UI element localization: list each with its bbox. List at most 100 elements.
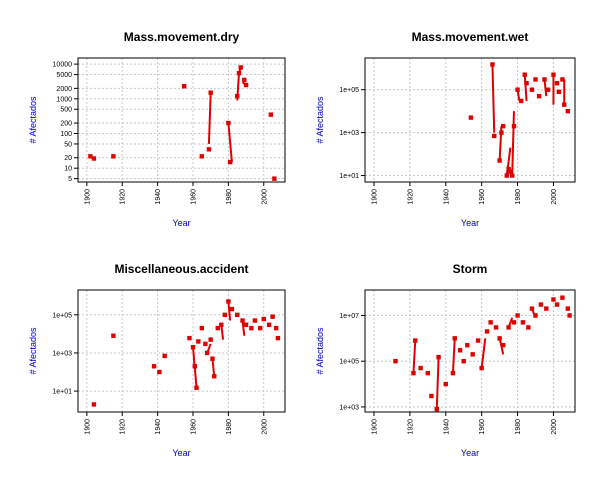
x-tick-label: 2000 <box>261 189 268 205</box>
data-point <box>492 133 497 139</box>
data-point <box>88 154 93 159</box>
y-tick-label: 2000 <box>56 86 72 93</box>
data-point <box>204 350 210 356</box>
data-point <box>111 154 116 159</box>
y-tick-label: 1e+05 <box>339 87 359 94</box>
y-tick-label: 20 <box>64 155 72 162</box>
data-point <box>511 123 517 129</box>
series-segment <box>211 358 216 377</box>
data-point <box>240 318 245 323</box>
data-point <box>157 369 162 375</box>
data-point <box>151 364 157 369</box>
plot-frame <box>364 57 576 183</box>
data-point <box>222 312 228 318</box>
data-point <box>515 313 520 318</box>
data-point <box>497 158 502 163</box>
data-point <box>501 343 506 348</box>
data-point <box>452 336 457 341</box>
data-point <box>393 358 398 364</box>
data-point <box>261 316 266 322</box>
y-tick-label: 1e+03 <box>339 404 359 411</box>
x-tick-label: 1920 <box>407 189 414 205</box>
data-point <box>187 335 192 341</box>
series-segment <box>412 340 417 374</box>
y-tick-label: 10000 <box>53 62 73 69</box>
chart-title: Storm <box>453 262 488 276</box>
y-tick-label: 10 <box>64 166 72 173</box>
series-segment <box>241 320 246 336</box>
chart-title: Mass.movement.dry <box>124 30 240 44</box>
x-tick-label: 1900 <box>84 189 91 205</box>
y-tick-label: 5 <box>68 176 72 183</box>
data-point <box>425 370 431 376</box>
x-tick-label: 1960 <box>479 419 486 435</box>
y-tick-label: 1e+03 <box>339 130 359 137</box>
data-point <box>506 325 511 330</box>
data-point <box>199 325 205 331</box>
data-point <box>554 81 560 86</box>
data-point <box>199 154 205 159</box>
data-point <box>91 402 97 407</box>
data-point <box>551 297 556 302</box>
plot-frame <box>77 289 286 413</box>
data-point <box>475 338 481 343</box>
data-point <box>529 306 535 311</box>
x-tick-label: 1900 <box>371 419 378 435</box>
data-point <box>468 115 474 120</box>
chart-title: Mass.movement.wet <box>412 30 529 44</box>
y-tick-label: 50 <box>64 141 72 148</box>
data-point <box>509 173 515 178</box>
data-point <box>560 295 565 300</box>
data-point <box>215 325 220 331</box>
x-tick-label: 1940 <box>443 419 450 435</box>
data-point <box>560 77 565 82</box>
y-tick-label: 1000 <box>56 96 72 103</box>
y-tick-label: 1e+01 <box>339 173 359 180</box>
series-segment <box>480 338 487 369</box>
data-point <box>238 65 243 70</box>
x-tick-label: 1900 <box>371 189 378 205</box>
series-segment <box>543 79 548 97</box>
x-tick-label: 1920 <box>120 189 127 205</box>
y-tick-label: 1e+07 <box>339 313 359 320</box>
data-point <box>219 322 224 327</box>
x-tick-label: 1960 <box>191 419 198 435</box>
data-point <box>484 329 490 334</box>
data-point <box>518 98 524 104</box>
x-tick-label: 1920 <box>407 419 414 435</box>
series-segment <box>451 338 456 374</box>
data-point <box>411 370 416 376</box>
data-point <box>243 322 249 327</box>
data-point <box>208 90 213 95</box>
x-tick-label: 1940 <box>155 419 162 435</box>
data-point <box>544 306 549 311</box>
series-segment <box>207 92 212 144</box>
data-point <box>545 87 551 92</box>
data-point <box>91 156 97 161</box>
x-tick-label: 2000 <box>261 419 268 435</box>
x-tick-label: 2000 <box>551 419 558 435</box>
data-point <box>506 166 511 172</box>
y-axis-label: # Afectados <box>28 327 38 375</box>
data-point <box>192 364 197 369</box>
data-point <box>226 120 231 126</box>
x-tick-label: 1940 <box>155 189 162 205</box>
data-point <box>465 343 470 348</box>
data-point <box>270 314 275 319</box>
x-tick-label: 1960 <box>191 189 198 205</box>
data-point <box>488 320 493 325</box>
data-point <box>499 130 504 135</box>
data-point <box>249 325 254 331</box>
y-axis-label: # Afectados <box>315 327 325 375</box>
data-point <box>194 385 199 390</box>
data-point <box>490 62 495 67</box>
data-point <box>273 325 279 331</box>
data-point <box>162 353 167 359</box>
plot-frame <box>364 289 576 413</box>
data-point <box>243 82 249 88</box>
series-segment <box>227 122 233 163</box>
x-tick-label: 1960 <box>479 189 486 205</box>
data-point <box>235 93 240 99</box>
x-axis-label: Year <box>461 218 479 228</box>
data-point <box>504 173 509 178</box>
